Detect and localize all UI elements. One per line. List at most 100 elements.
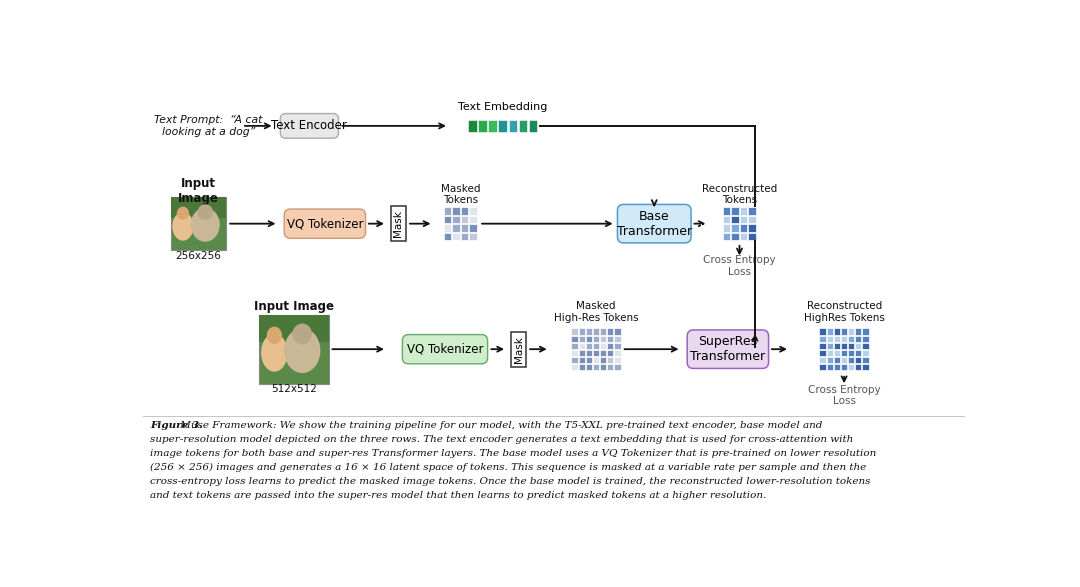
Bar [748, 207, 756, 215]
Bar [585, 329, 592, 335]
Ellipse shape [198, 204, 213, 220]
Bar [585, 350, 592, 356]
Bar [820, 343, 826, 349]
Bar [848, 357, 854, 363]
Text: Reconstructed
HighRes Tokens: Reconstructed HighRes Tokens [804, 301, 885, 323]
Text: Figure 3.: Figure 3. [150, 421, 203, 430]
Bar [820, 364, 826, 370]
Bar [579, 350, 585, 356]
Bar [841, 357, 847, 363]
Bar [593, 364, 599, 370]
Text: Muse Framework: We show the training pipeline for our model, with the T5-XXL pre: Muse Framework: We show the training pip… [177, 421, 822, 430]
Ellipse shape [267, 326, 282, 344]
Bar [607, 336, 613, 342]
Bar [444, 207, 451, 215]
Text: Base
Transformer: Base Transformer [617, 210, 692, 238]
Bar [593, 350, 599, 356]
Bar [723, 216, 730, 223]
Bar [841, 343, 847, 349]
Bar [723, 207, 730, 215]
FancyBboxPatch shape [281, 113, 338, 138]
Bar [579, 364, 585, 370]
Bar [259, 315, 328, 342]
Bar [820, 329, 826, 335]
Bar [862, 350, 868, 356]
Bar [600, 357, 606, 363]
Text: Input Image: Input Image [254, 301, 334, 313]
Ellipse shape [293, 323, 312, 345]
Text: Masked
High-Res Tokens: Masked High-Res Tokens [554, 301, 638, 323]
Text: VQ Tokenizer: VQ Tokenizer [286, 217, 363, 230]
Bar [748, 216, 756, 223]
Bar [453, 216, 460, 223]
Bar [862, 364, 868, 370]
Bar [461, 216, 469, 223]
Bar [511, 332, 526, 366]
Bar [731, 207, 739, 215]
Ellipse shape [173, 212, 193, 241]
Text: SuperRes
Transformer: SuperRes Transformer [690, 335, 766, 363]
Bar [826, 329, 833, 335]
Text: VQ Tokenizer: VQ Tokenizer [407, 343, 483, 356]
Bar [571, 343, 578, 349]
Bar [834, 350, 840, 356]
Bar [171, 197, 227, 250]
Bar [826, 336, 833, 342]
Bar [571, 329, 578, 335]
Bar [862, 357, 868, 363]
Bar [615, 364, 621, 370]
Bar [600, 336, 606, 342]
Bar [593, 336, 599, 342]
Text: Mask: Mask [393, 210, 404, 237]
Bar [740, 233, 747, 240]
Bar [453, 207, 460, 215]
FancyBboxPatch shape [618, 204, 691, 243]
Bar [461, 233, 469, 240]
Bar [585, 357, 592, 363]
Bar [820, 357, 826, 363]
Bar [470, 224, 477, 232]
Bar [579, 336, 585, 342]
Bar [848, 350, 854, 356]
Bar [820, 350, 826, 356]
Bar [862, 329, 868, 335]
Text: Mask: Mask [514, 336, 524, 363]
Bar [585, 364, 592, 370]
Text: Text Embedding: Text Embedding [458, 102, 548, 112]
Bar [585, 336, 592, 342]
Bar [444, 216, 451, 223]
Text: Reconstructed
Tokens: Reconstructed Tokens [702, 184, 778, 205]
Bar [171, 197, 227, 218]
Bar [607, 350, 613, 356]
Bar [607, 343, 613, 349]
Bar [841, 364, 847, 370]
Bar [579, 329, 585, 335]
Text: Cross Entropy
Loss: Cross Entropy Loss [703, 255, 775, 277]
Bar [855, 350, 862, 356]
Bar [855, 357, 862, 363]
Bar [615, 350, 621, 356]
Bar [723, 233, 730, 240]
Bar [607, 364, 613, 370]
Text: and text tokens are passed into the super-res model that then learns to predict : and text tokens are passed into the supe… [150, 491, 767, 500]
FancyBboxPatch shape [284, 209, 365, 238]
Bar [615, 329, 621, 335]
Bar [834, 357, 840, 363]
Text: image tokens for both base and super-res Transformer layers. The base model uses: image tokens for both base and super-res… [150, 449, 877, 458]
Bar [461, 224, 469, 232]
Text: Cross Entropy
Loss: Cross Entropy Loss [808, 384, 880, 406]
Bar [826, 343, 833, 349]
Bar [571, 350, 578, 356]
Text: Text Prompt:  “A cat
looking at a dog”: Text Prompt: “A cat looking at a dog” [154, 115, 262, 137]
Bar [453, 233, 460, 240]
Text: Masked
Tokens: Masked Tokens [441, 184, 481, 205]
Bar [841, 336, 847, 342]
Bar [444, 233, 451, 240]
Bar [593, 343, 599, 349]
Bar [834, 336, 840, 342]
Bar [855, 364, 862, 370]
Bar [862, 343, 868, 349]
Bar [855, 336, 862, 342]
Bar [518, 120, 527, 132]
Bar [509, 120, 517, 132]
